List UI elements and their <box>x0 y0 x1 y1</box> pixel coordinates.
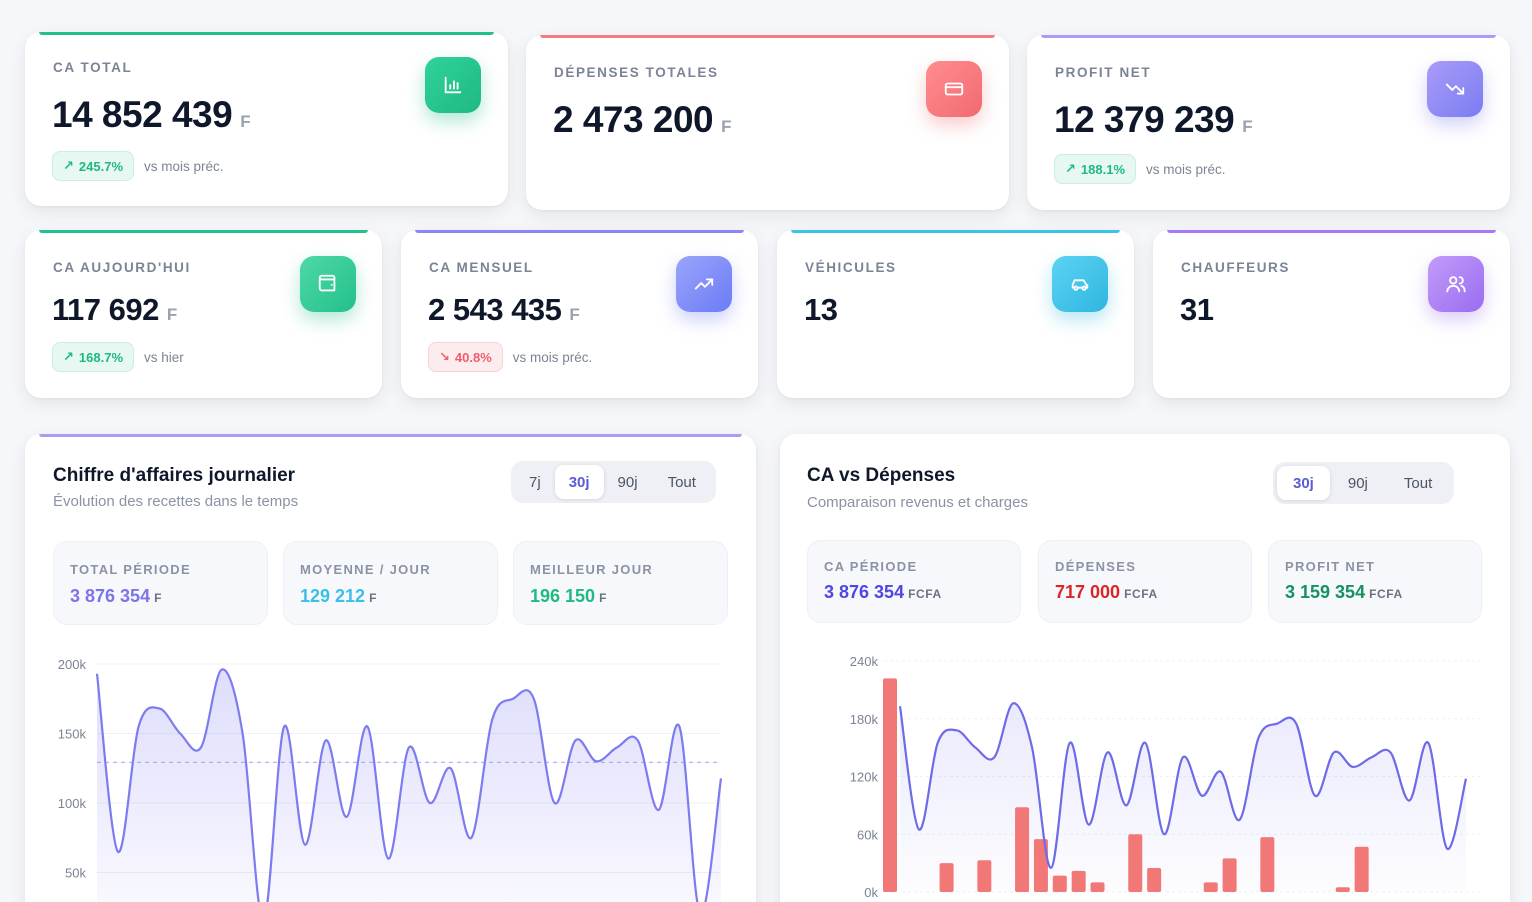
kpi-card-vehicules: VÉHICULES 13 <box>777 230 1134 398</box>
kpi-label: CA AUJOURD'HUI <box>53 260 191 275</box>
depense-bar <box>1260 837 1275 892</box>
trending-down-icon <box>1427 61 1483 117</box>
y-tick-label: 50k <box>65 866 86 881</box>
depense-bar <box>1052 875 1067 892</box>
depense-bar <box>1203 882 1218 892</box>
depense-bar <box>883 678 897 892</box>
depense-bar <box>1147 867 1162 892</box>
kpi-card-profit-net: PROFIT NET 12 379 239 F ↗ 188.1% vs mois p… <box>1027 35 1510 210</box>
range-option-tout[interactable]: Tout <box>667 473 696 491</box>
kpi-value: 2 543 435 F <box>428 292 580 327</box>
daily-revenue-panel: Chiffre d'affaires journalier Évolution … <box>25 434 756 902</box>
depense-bar <box>1128 834 1143 892</box>
range-option-90j[interactable]: 90j <box>1347 474 1368 492</box>
card-accent-line <box>1167 230 1496 233</box>
y-tick-label: 150k <box>58 727 87 742</box>
y-tick-label: 120k <box>850 770 879 785</box>
y-tick-label: 200k <box>58 657 87 672</box>
kpi-label: CA TOTAL <box>53 60 133 75</box>
depense-bar <box>1015 807 1030 892</box>
ca-vs-depenses-panel: CA vs Dépenses Comparaison revenus et ch… <box>780 434 1510 902</box>
daily-revenue-chart: 200k 150k 100k 50k <box>58 657 723 902</box>
stat-ca-periode: CA PÉRIODE 3 876 354 FCFA <box>807 540 1021 623</box>
kpi-value: 117 692 F <box>52 292 178 327</box>
trending-up-icon <box>676 256 732 312</box>
bar-chart-icon <box>425 57 481 113</box>
range-selector: 30j 90j Tout <box>1273 462 1455 504</box>
panel-subtitle: Évolution des recettes dans le temps <box>53 493 299 510</box>
y-tick-label: 180k <box>850 712 879 727</box>
stat-depenses: DÉPENSES 717 000 FCFA <box>1038 540 1252 623</box>
depense-bar <box>1354 846 1369 892</box>
kpi-trend: ↘ 40.8% vs mois préc. <box>428 342 592 372</box>
kpi-card-chauffeurs: CHAUFFEURS 31 <box>1153 230 1510 398</box>
kpi-trend: ↗ 188.1% vs mois préc. <box>1054 154 1226 184</box>
kpi-label: CA MENSUEL <box>429 260 534 275</box>
kpi-label: PROFIT NET <box>1055 65 1152 80</box>
trend-badge-down: ↘ 40.8% <box>428 342 503 372</box>
kpi-card-ca-mensuel: CA MENSUEL 2 543 435 F ↘ 40.8% vs mois pré… <box>401 230 758 398</box>
card-accent-line <box>415 230 744 233</box>
users-icon <box>1428 256 1484 312</box>
card-accent-line <box>791 230 1120 233</box>
kpi-card-ca-aujourdhui: CA AUJOURD'HUI 117 692 F ↗ 168.7% vs hier <box>25 230 382 398</box>
depense-bar <box>977 860 992 892</box>
depense-bar <box>1222 858 1237 892</box>
stat-total-periode: TOTAL PÉRIODE 3 876 354 F <box>53 541 268 625</box>
trend-badge-up: ↗ 245.7% <box>52 151 134 181</box>
card-accent-line <box>540 35 995 38</box>
revenue-line <box>95 668 723 902</box>
card-accent-line <box>39 434 742 437</box>
depense-bar <box>939 863 954 892</box>
depense-bar <box>1033 839 1048 892</box>
stat-profit-net: PROFIT NET 3 159 354 FCFA <box>1268 540 1482 623</box>
stat-meilleur-jour: MEILLEUR JOUR 196 150 F <box>513 541 728 625</box>
credit-card-icon <box>926 61 982 117</box>
range-selector: 7j 30j 90j Tout <box>511 461 716 503</box>
y-tick-label: 0k <box>864 885 878 900</box>
card-accent-line <box>1041 35 1496 38</box>
arrow-up-right-icon: ↗ <box>63 349 74 364</box>
kpi-card-ca-total: CA TOTAL 14 852 439 F ↗ 245.7% vs mois pré… <box>25 32 508 206</box>
card-accent-line <box>39 32 494 35</box>
kpi-card-depenses-totales: DÉPENSES TOTALES 2 473 200 F <box>526 35 1009 210</box>
ca-line <box>898 702 1468 870</box>
kpi-label: CHAUFFEURS <box>1181 260 1290 275</box>
trend-badge-up: ↗ 168.7% <box>52 342 134 372</box>
y-tick-label: 100k <box>58 796 87 811</box>
arrow-up-right-icon: ↗ <box>63 158 74 173</box>
range-option-30j[interactable]: 30j <box>1277 466 1330 500</box>
range-option-7j[interactable]: 7j <box>529 473 541 491</box>
card-accent-line <box>39 230 368 233</box>
kpi-value: 14 852 439 F <box>52 94 251 135</box>
ca-vs-depenses-chart: 240k 180k 120k 60k 0k <box>850 654 1482 900</box>
wallet-icon <box>300 256 356 312</box>
depense-bar <box>1071 870 1086 892</box>
range-option-tout[interactable]: Tout <box>1403 474 1433 492</box>
kpi-trend: ↗ 245.7% vs mois préc. <box>52 151 224 181</box>
kpi-value: 2 473 200 F <box>553 99 732 140</box>
panel-title: CA vs Dépenses <box>807 465 956 486</box>
y-tick-label: 240k <box>850 654 879 669</box>
depense-bar <box>1090 882 1105 892</box>
range-option-90j[interactable]: 90j <box>617 473 638 491</box>
revenue-area <box>97 669 721 902</box>
panel-subtitle: Comparaison revenus et charges <box>807 494 1028 511</box>
y-tick-label: 60k <box>857 827 878 842</box>
car-icon <box>1052 256 1108 312</box>
kpi-label: VÉHICULES <box>805 260 897 275</box>
kpi-trend: ↗ 168.7% vs hier <box>52 342 184 372</box>
arrow-down-right-icon: ↘ <box>439 349 450 364</box>
range-option-30j[interactable]: 30j <box>554 465 604 499</box>
kpi-value: 31 <box>1180 292 1214 327</box>
arrow-up-right-icon: ↗ <box>1065 161 1076 176</box>
trend-badge-up: ↗ 188.1% <box>1054 154 1136 184</box>
depense-bar <box>1335 887 1350 892</box>
kpi-value: 12 379 239 F <box>1054 99 1253 140</box>
panel-title: Chiffre d'affaires journalier <box>53 465 296 486</box>
kpi-value: 13 <box>804 292 838 327</box>
kpi-label: DÉPENSES TOTALES <box>554 65 719 80</box>
stat-moyenne-jour: MOYENNE / JOUR 129 212 F <box>283 541 498 625</box>
